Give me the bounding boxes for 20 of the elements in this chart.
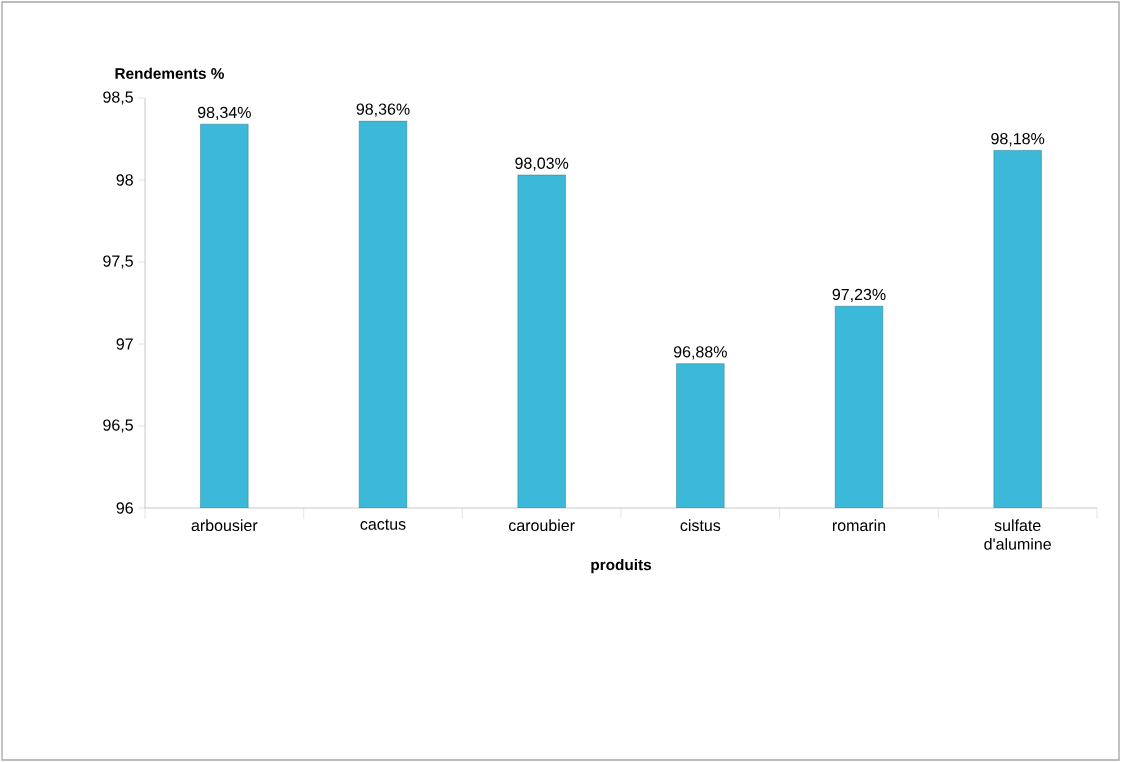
data-label: 98,36%: [356, 103, 410, 117]
x-tick-label: sulfate d'alumine: [984, 519, 1051, 550]
x-tick-label: romarin: [832, 519, 886, 532]
x-tick-label: cactus: [360, 519, 406, 530]
data-label: 98,03%: [515, 157, 569, 171]
x-tick-label: cistus: [680, 519, 721, 532]
x-axis-title: produits: [591, 558, 652, 574]
y-tick-label: 98: [116, 174, 133, 186]
x-tick-label: arbousier: [191, 519, 258, 532]
y-tick-label: 96,5: [103, 419, 133, 433]
y-tick-label: 98,5: [103, 91, 133, 105]
data-label: 97,23%: [832, 288, 886, 302]
x-tick-label: caroubier: [508, 519, 575, 532]
data-label: 96,88%: [673, 346, 727, 360]
data-label: 98,18%: [991, 132, 1045, 147]
y-tick-label: 96: [116, 502, 133, 514]
y-tick-label: 97: [116, 338, 133, 350]
y-tick-label: 97,5: [103, 255, 133, 269]
data-label: 98,34%: [197, 106, 251, 120]
y-axis-title: Rendements %: [115, 67, 224, 79]
